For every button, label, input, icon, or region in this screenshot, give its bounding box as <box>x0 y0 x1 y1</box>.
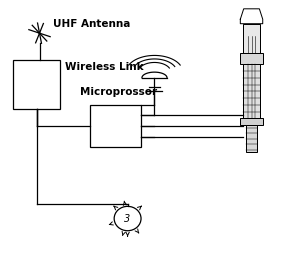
Bar <box>240 118 263 125</box>
Bar <box>246 125 257 152</box>
Bar <box>243 24 260 54</box>
Text: Wireless Link: Wireless Link <box>65 62 143 72</box>
Bar <box>90 105 141 147</box>
Bar <box>240 54 263 64</box>
Bar <box>243 64 260 118</box>
Text: Microprossor: Microprossor <box>80 87 157 97</box>
Text: 3: 3 <box>124 214 131 224</box>
Text: UHF Antenna: UHF Antenna <box>53 19 130 29</box>
Bar <box>13 60 60 109</box>
